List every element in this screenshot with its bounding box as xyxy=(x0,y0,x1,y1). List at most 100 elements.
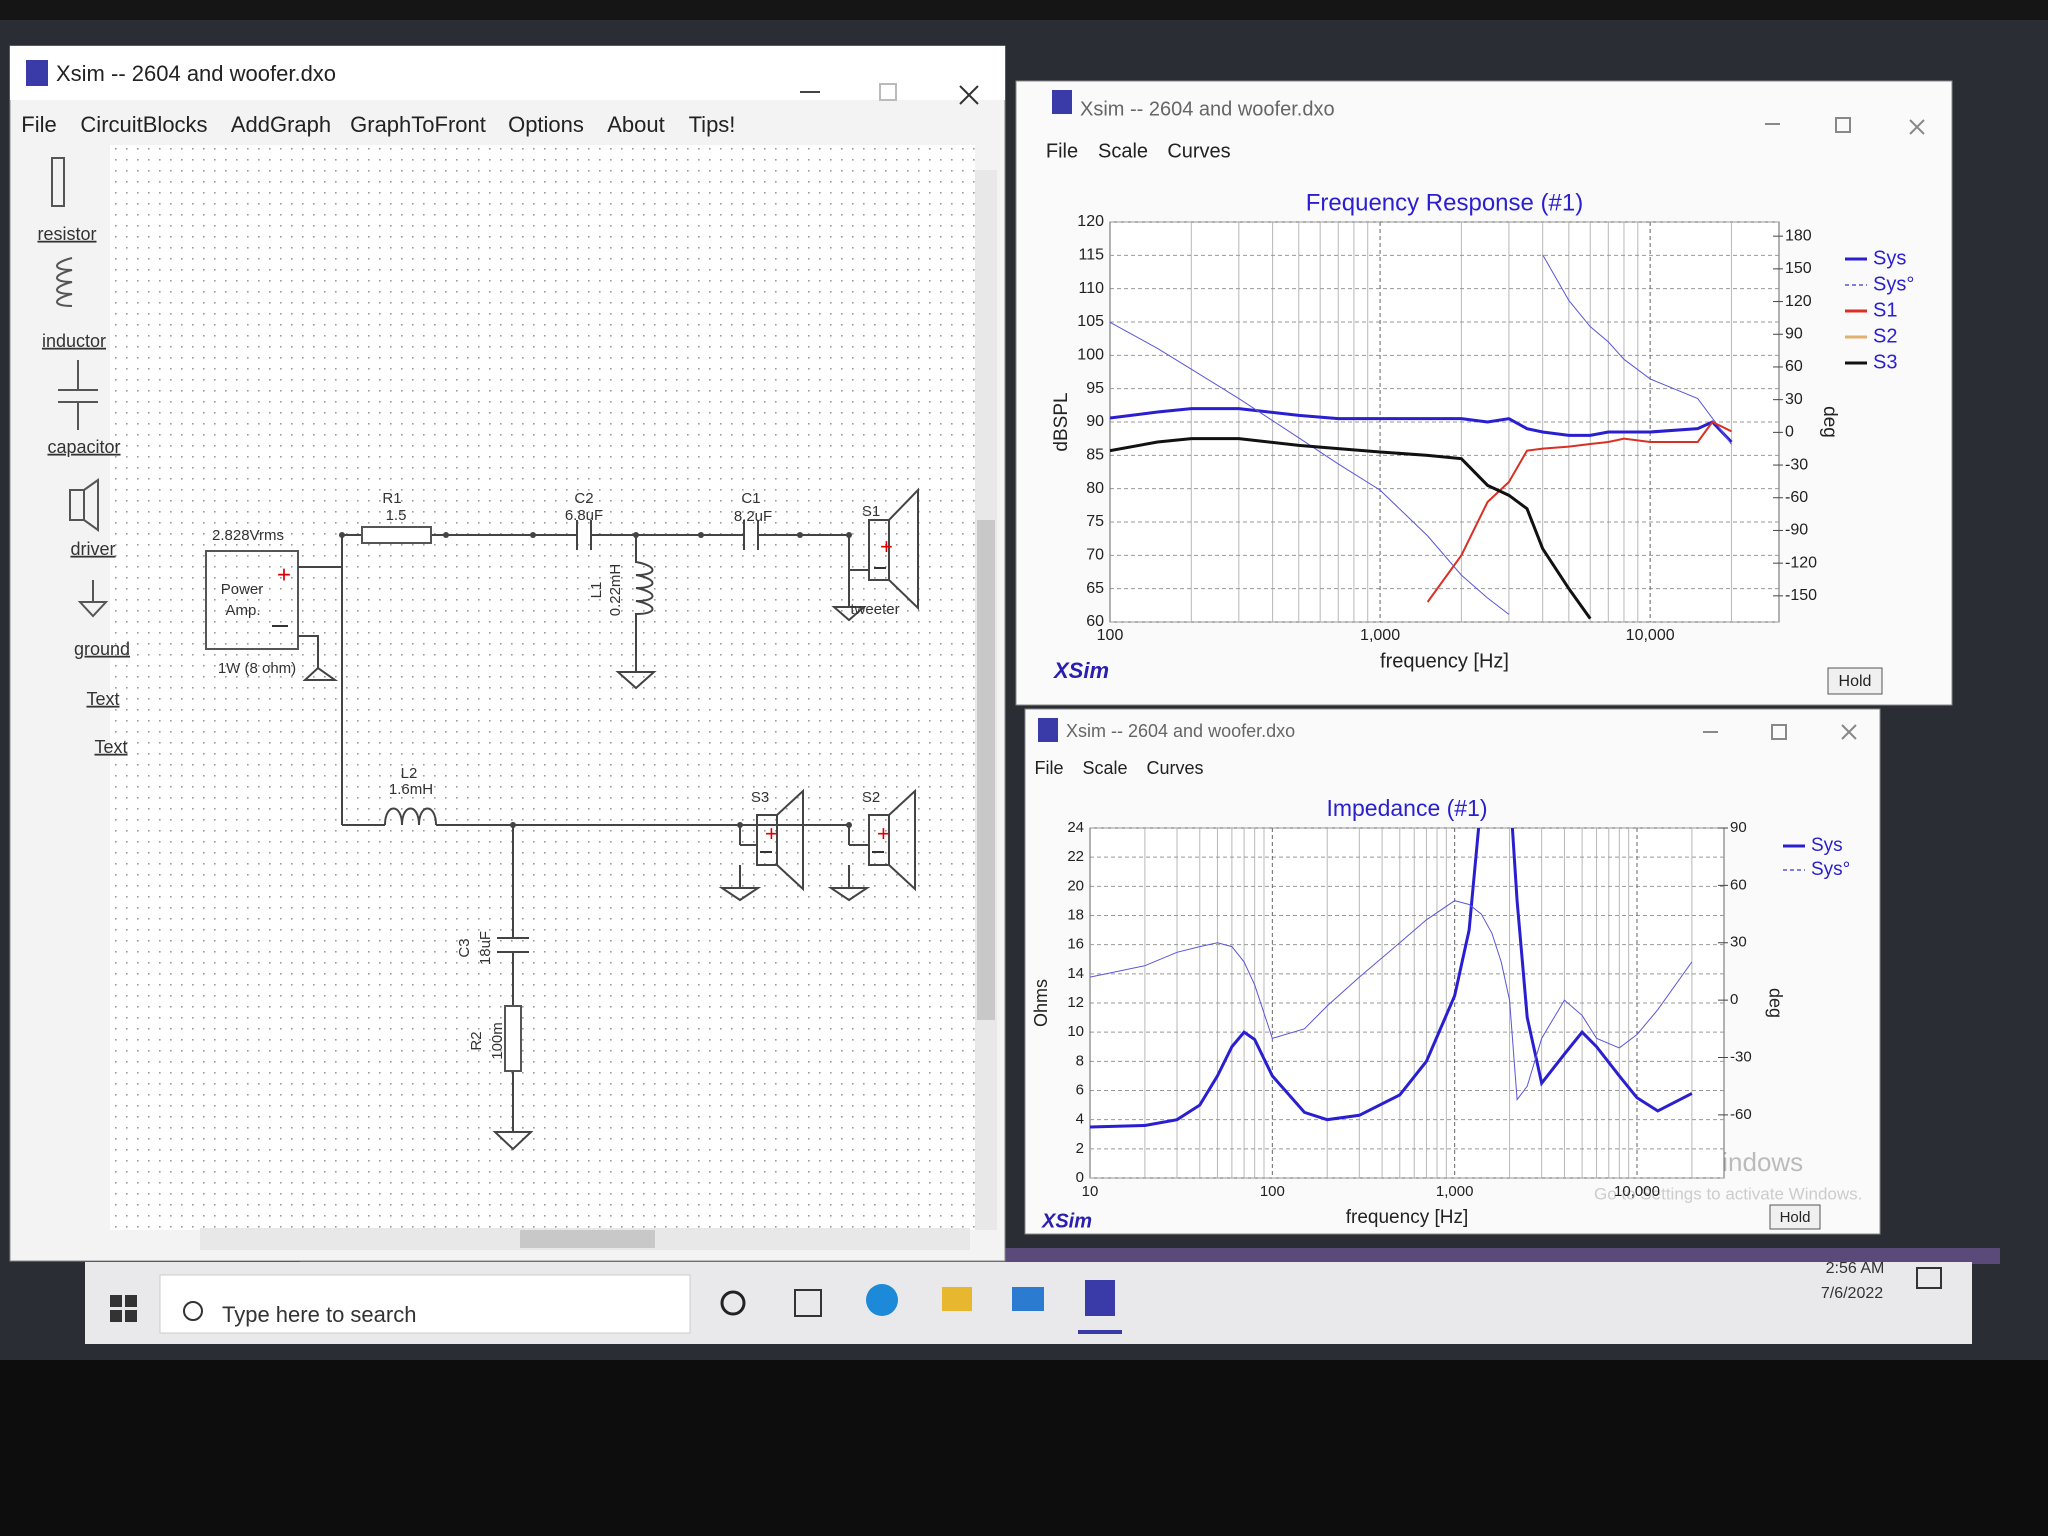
app-icon xyxy=(26,60,48,86)
svg-text:+: + xyxy=(880,534,893,559)
menu-item[interactable]: Curves xyxy=(1146,758,1203,778)
circuit-label: L2 xyxy=(401,765,418,782)
maximize[interactable] xyxy=(1835,117,1851,133)
tool-label[interactable]: driver xyxy=(70,539,115,559)
y-tick-label: 60 xyxy=(1086,613,1104,630)
menu-item[interactable]: GraphToFront xyxy=(350,112,486,137)
search-box[interactable] xyxy=(159,1274,691,1334)
task-view[interactable] xyxy=(794,1289,822,1317)
svg-text:+: + xyxy=(277,561,291,588)
menu-item[interactable]: File xyxy=(1046,140,1078,162)
y-tick-label: 18 xyxy=(1067,906,1084,923)
y-tick-label: 110 xyxy=(1078,280,1104,297)
y-tick-label: 12 xyxy=(1067,994,1084,1011)
tool-label[interactable]: capacitor xyxy=(47,437,120,457)
schematic: + + + + xyxy=(205,487,919,1151)
y2-tick-label: 90 xyxy=(1785,325,1803,342)
explorer[interactable] xyxy=(942,1287,972,1311)
x-tick-label: 1,000 xyxy=(1360,627,1400,644)
hold-button[interactable] xyxy=(1769,1204,1821,1230)
maximize[interactable] xyxy=(879,83,897,101)
y-tick-label: 20 xyxy=(1067,877,1084,894)
tool-label[interactable]: Text xyxy=(86,689,119,709)
window-title: Xsim -- 2604 and woofer.dxo xyxy=(1066,721,1295,741)
y2-tick-label: -90 xyxy=(1785,522,1808,539)
y-tick-label: 70 xyxy=(1086,547,1104,564)
x-tick-label: 10 xyxy=(1082,1183,1099,1200)
close[interactable] xyxy=(959,85,979,105)
mail[interactable] xyxy=(1012,1287,1044,1311)
y2-tick-label: 0 xyxy=(1730,991,1738,1008)
circuit-label: 100m xyxy=(489,1022,506,1060)
hold-label[interactable]: Hold xyxy=(1839,673,1872,690)
y-tick-label: 100 xyxy=(1077,347,1104,364)
edge[interactable] xyxy=(866,1284,898,1316)
cortana[interactable] xyxy=(720,1290,746,1316)
v-scroll-thumb[interactable] xyxy=(977,520,995,1020)
x-tick-label: 100 xyxy=(1097,627,1124,644)
taskbar: Type here to search 2:56 AM 7/6/2022 xyxy=(85,1260,1972,1344)
laptop-body xyxy=(0,1360,2048,1536)
y-tick-label: 105 xyxy=(1077,313,1104,330)
xsim-taskbar[interactable] xyxy=(1085,1280,1115,1316)
tool-label[interactable]: inductor xyxy=(42,331,106,351)
circuit-label: C1 xyxy=(741,490,760,507)
window-title: Xsim -- 2604 and woofer.dxo xyxy=(1080,98,1335,120)
menu-item[interactable]: CircuitBlocks xyxy=(80,112,207,137)
tool-label[interactable]: resistor xyxy=(37,224,96,244)
series-line xyxy=(1110,254,1732,615)
circuit-label: 6.8uF xyxy=(565,507,603,524)
y-tick-label: 6 xyxy=(1076,1081,1084,1098)
menu-item[interactable]: Scale xyxy=(1098,140,1148,162)
hold-label[interactable]: Hold xyxy=(1780,1209,1811,1226)
y2-tick-label: -120 xyxy=(1785,554,1817,571)
menu-item[interactable]: Scale xyxy=(1082,758,1127,778)
h-scroll-thumb[interactable] xyxy=(520,1230,655,1248)
menu-item[interactable]: File xyxy=(21,112,56,137)
chart-title: Impedance (#1) xyxy=(1326,795,1487,821)
close[interactable] xyxy=(1841,724,1857,740)
menu-item[interactable]: File xyxy=(1034,758,1063,778)
watermark: Go to Settings to activate Windows. xyxy=(1594,1184,1862,1203)
y-tick-label: 10 xyxy=(1067,1023,1084,1040)
y2-tick-label: 30 xyxy=(1785,391,1803,408)
y-tick-label: 75 xyxy=(1086,513,1104,530)
circuit-label: S3 xyxy=(751,789,769,806)
maximize[interactable] xyxy=(1771,724,1787,740)
chart-title: Frequency Response (#1) xyxy=(1306,189,1583,216)
y-tick-label: 24 xyxy=(1067,819,1084,836)
start-button[interactable] xyxy=(110,1295,137,1322)
circuit-label: 1.6mH xyxy=(389,781,433,798)
tool-label[interactable]: Text xyxy=(94,737,127,757)
menu-item[interactable]: Tips! xyxy=(689,112,736,137)
x-axis-label: frequency [Hz] xyxy=(1346,1207,1469,1228)
legend-label: S3 xyxy=(1873,351,1897,373)
circuit-label: Amp. xyxy=(225,602,260,619)
y-tick-label: 8 xyxy=(1076,1052,1084,1069)
circuit-label: L1 xyxy=(588,582,605,599)
y2-axis-label: deg xyxy=(1765,988,1785,1018)
menu-item[interactable]: Options xyxy=(508,112,584,137)
legend-label: Sys xyxy=(1873,247,1906,269)
svg-text:+: + xyxy=(877,821,890,846)
circuit-label: Power xyxy=(221,581,264,598)
circuit-label: R1 xyxy=(382,490,401,507)
search-placeholder[interactable]: Type here to search xyxy=(222,1302,416,1327)
y-tick-label: 4 xyxy=(1076,1111,1084,1128)
menu-item[interactable]: AddGraph xyxy=(231,112,331,137)
close[interactable] xyxy=(1909,119,1925,135)
y2-tick-label: -150 xyxy=(1785,587,1817,604)
circuit-label: 2.828Vrms xyxy=(212,527,284,544)
tool-label[interactable]: ground xyxy=(74,639,130,659)
notifications[interactable] xyxy=(1916,1267,1942,1289)
menu-item[interactable]: Curves xyxy=(1167,140,1230,162)
circuit-label: 18uF xyxy=(477,931,494,965)
circuit-label: 8.2uF xyxy=(734,508,772,525)
hold-button[interactable] xyxy=(1827,667,1883,695)
y2-tick-label: 120 xyxy=(1785,293,1812,310)
circuit-label: S1 xyxy=(862,503,880,520)
menu-item[interactable]: About xyxy=(607,112,665,137)
y-tick-label: 14 xyxy=(1067,965,1084,982)
x-tick-label: 10,000 xyxy=(1626,627,1675,644)
